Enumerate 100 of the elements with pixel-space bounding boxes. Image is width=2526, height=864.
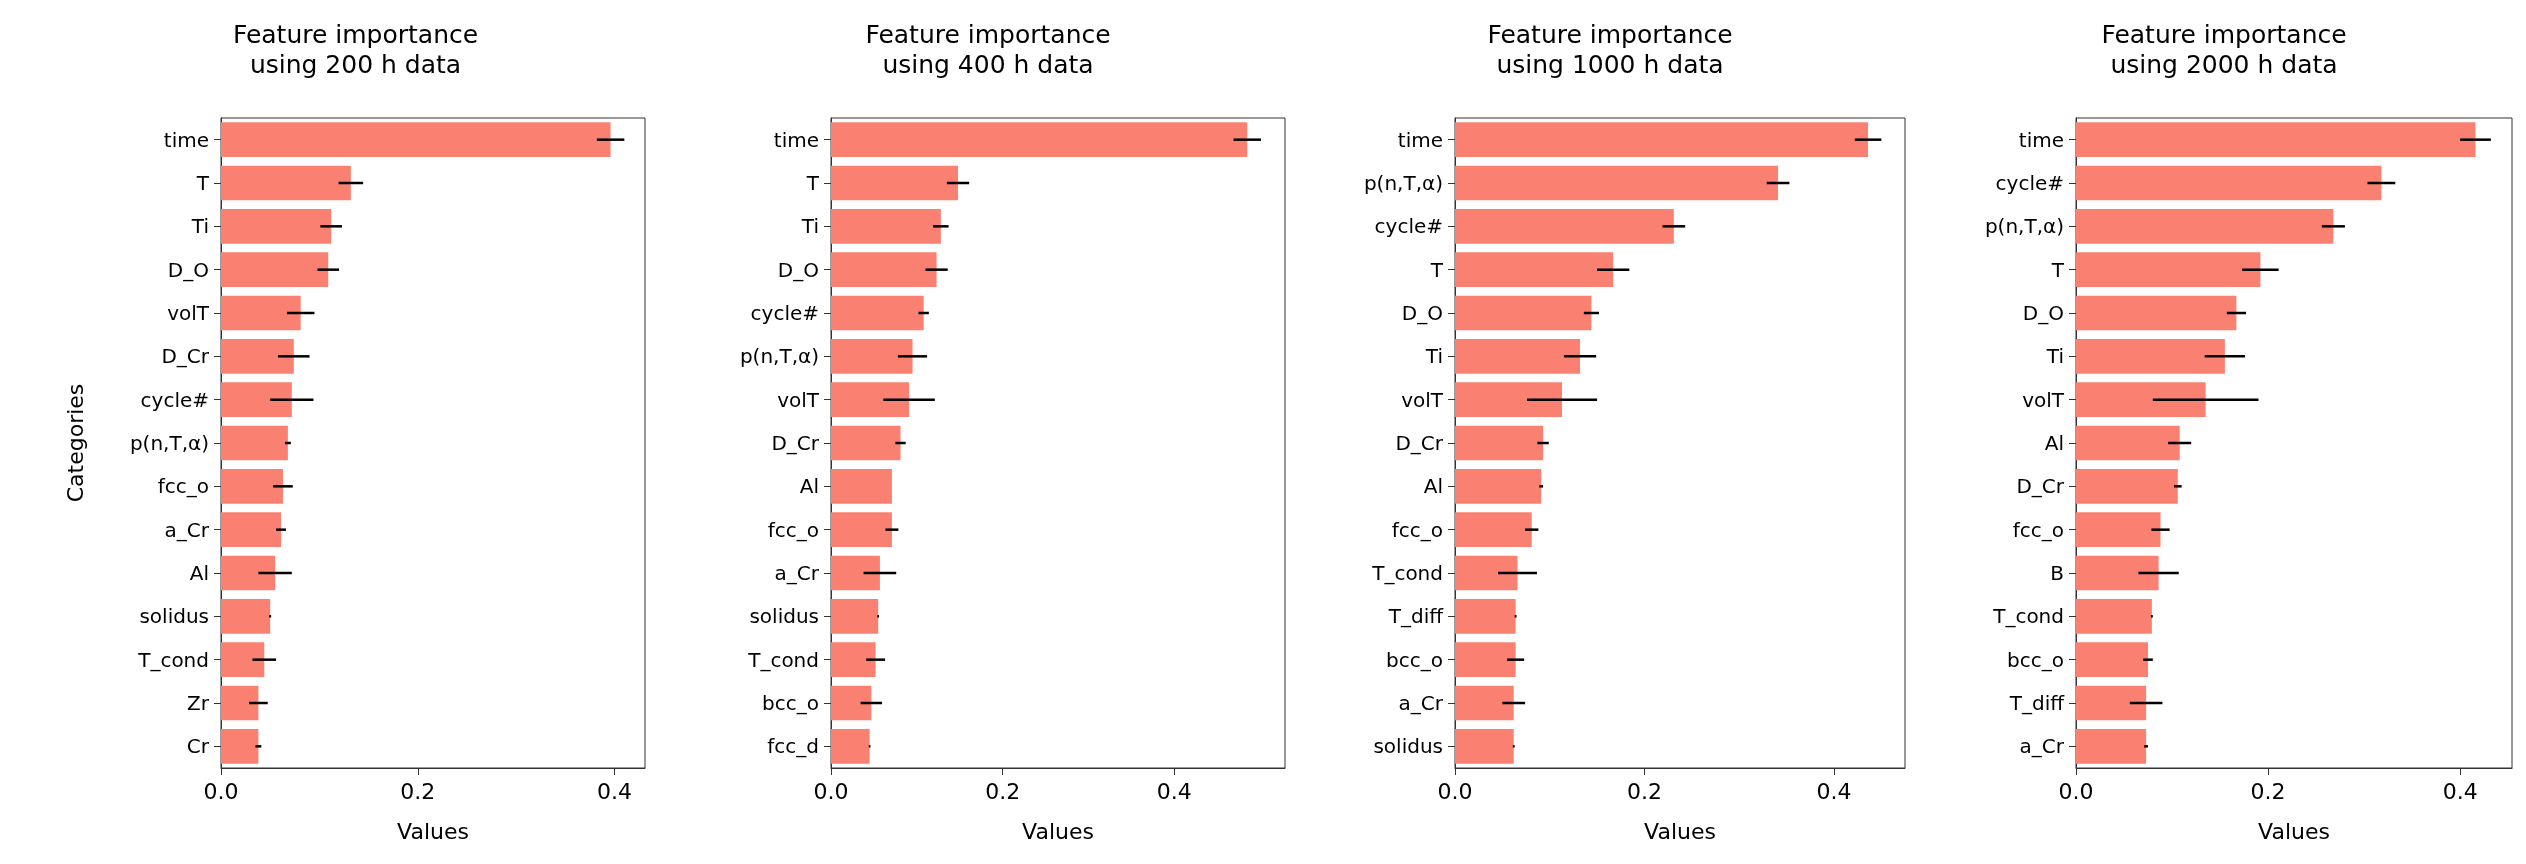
y-tick-label: p(n,T,α) xyxy=(739,344,819,369)
bar xyxy=(1455,165,1779,201)
y-tick-label: fcc_o xyxy=(157,474,209,499)
y-tick-label: fcc_o xyxy=(2012,517,2064,542)
bar xyxy=(2076,729,2147,764)
x-tick-label: 0.2 xyxy=(985,778,1021,804)
y-tick-label: cycle# xyxy=(1995,171,2064,195)
y-tick-label: D_Cr xyxy=(2016,474,2065,499)
chart-title: Feature importance using 400 h data xyxy=(865,19,1111,79)
y-tick-label: a_Cr xyxy=(164,517,210,542)
y-tick-label: Al xyxy=(1423,474,1443,499)
y-tick-label: cycle# xyxy=(140,387,209,412)
x-tick-label: 0.4 xyxy=(2442,778,2478,804)
y-tick-label: a_Cr xyxy=(2019,734,2065,759)
y-tick-label: T_cond xyxy=(137,647,209,672)
bar xyxy=(2076,295,2237,331)
y-tick-label: Ti xyxy=(190,214,209,239)
y-tick-label: p(n,T,α) xyxy=(129,431,209,455)
chart-title: Feature importance using 2000 h data xyxy=(2101,19,2347,79)
x-tick-label: 0.4 xyxy=(1156,778,1192,804)
y-tick-label: solidus xyxy=(749,604,819,629)
y-tick-label: T xyxy=(805,171,820,195)
bar xyxy=(2076,122,2476,157)
y-tick-label: T_diff xyxy=(1387,604,1445,629)
y-tick-label: T_cond xyxy=(1371,561,1443,585)
bar xyxy=(221,469,283,504)
bar xyxy=(221,642,265,677)
y-tick-label: D_O xyxy=(2022,301,2064,325)
y-tick-label: solidus xyxy=(1373,734,1443,759)
y-tick-label: p(n,T,α) xyxy=(1363,171,1443,195)
y-tick-label: Zr xyxy=(187,691,210,715)
bar xyxy=(2076,425,2180,461)
bar xyxy=(1455,122,1869,157)
bar xyxy=(2076,555,2159,591)
y-tick-label: Ti xyxy=(800,214,819,239)
bar xyxy=(2076,209,2334,244)
y-tick-label: D_Cr xyxy=(1395,431,1444,455)
bar xyxy=(2076,642,2149,677)
y-tick-label: time xyxy=(773,127,819,152)
bar xyxy=(2076,599,2152,634)
y-tick-label: T xyxy=(195,171,210,195)
bar xyxy=(221,555,276,591)
bar xyxy=(221,512,282,547)
bar xyxy=(1455,685,1514,721)
x-tick-label: 0.0 xyxy=(813,778,849,804)
y-tick-label: a_Cr xyxy=(1398,691,1444,715)
bar xyxy=(221,425,288,461)
y-tick-label: D_O xyxy=(167,257,209,282)
y-tick-label: D_Cr xyxy=(771,431,820,455)
y-tick-label: Al xyxy=(799,474,819,499)
bar xyxy=(831,685,872,721)
y-tick-label: volT xyxy=(1401,387,1444,412)
bar xyxy=(1455,642,1516,677)
bar xyxy=(221,339,294,374)
y-tick-label: D_Cr xyxy=(161,344,210,369)
bar xyxy=(1455,425,1544,461)
y-tick-label: volT xyxy=(167,301,210,325)
y-axis-title: Categories xyxy=(62,383,88,503)
y-tick-label: Ti xyxy=(2045,344,2064,369)
bar xyxy=(221,252,329,287)
y-tick-label: bcc_o xyxy=(762,691,819,715)
bar xyxy=(2076,469,2178,504)
y-tick-label: Cr xyxy=(186,734,210,759)
bar xyxy=(221,729,259,764)
bar xyxy=(831,729,870,764)
bar xyxy=(831,165,959,201)
bar xyxy=(221,165,351,201)
bar xyxy=(1455,339,1581,374)
chart-title: Feature importance using 200 h data xyxy=(232,19,479,79)
bar xyxy=(221,295,301,331)
y-tick-label: T xyxy=(2050,257,2065,282)
x-tick-label: 0.0 xyxy=(2058,778,2094,804)
bar xyxy=(2076,512,2161,547)
bar xyxy=(831,512,892,547)
y-tick-label: D_O xyxy=(777,257,819,282)
bar xyxy=(1455,252,1614,287)
y-tick-label: T_cond xyxy=(1992,604,2064,629)
bar xyxy=(221,599,271,634)
bar xyxy=(1455,555,1518,591)
y-tick-label: T xyxy=(1429,257,1444,282)
bar xyxy=(2076,165,2382,201)
bar xyxy=(2076,382,2206,417)
bar xyxy=(1455,729,1514,764)
y-tick-label: p(n,T,α) xyxy=(1984,214,2064,239)
y-tick-label: bcc_o xyxy=(1386,647,1443,672)
x-tick-label: 0.4 xyxy=(1816,778,1852,804)
y-tick-label: fcc_d xyxy=(767,734,819,759)
bar xyxy=(831,425,901,461)
y-tick-label: time xyxy=(1397,127,1443,152)
bar xyxy=(831,295,924,331)
bar xyxy=(1455,512,1532,547)
x-axis-title: Values xyxy=(2258,818,2330,844)
bar xyxy=(221,382,292,417)
bar xyxy=(831,122,1248,157)
bar xyxy=(2076,252,2261,287)
bar xyxy=(2076,685,2147,721)
x-tick-label: 0.4 xyxy=(597,778,632,804)
y-tick-label: B xyxy=(2050,561,2064,585)
bar xyxy=(1455,469,1542,504)
x-tick-label: 0.0 xyxy=(203,778,239,804)
